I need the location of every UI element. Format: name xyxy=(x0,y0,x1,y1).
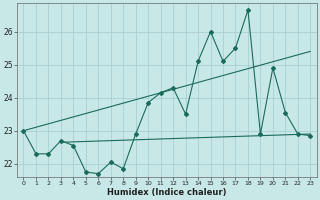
X-axis label: Humidex (Indice chaleur): Humidex (Indice chaleur) xyxy=(107,188,227,197)
